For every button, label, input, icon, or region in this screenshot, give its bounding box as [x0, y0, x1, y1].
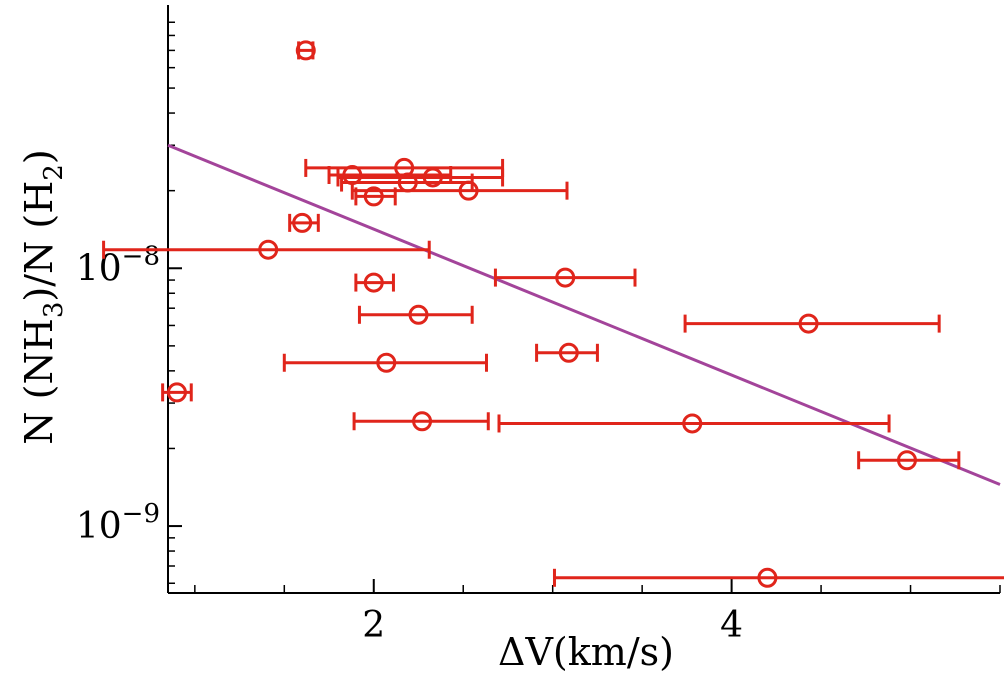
- data-point: [497, 413, 891, 434]
- point-marker: [376, 352, 397, 373]
- point-marker: [412, 411, 433, 432]
- point-marker: [757, 567, 778, 588]
- x-tick-label: 4: [720, 605, 743, 646]
- point-marker: [363, 186, 384, 207]
- point-marker: [363, 272, 384, 293]
- data-point: [336, 167, 505, 188]
- point-marker: [555, 267, 576, 288]
- data-point: [857, 450, 961, 471]
- x-axis-title: ΔV(km/s): [498, 630, 674, 674]
- point-marker: [558, 342, 579, 363]
- data-point: [102, 239, 431, 260]
- data-point: [295, 40, 316, 61]
- point-marker: [295, 40, 316, 61]
- axis-labels-group: ΔV(km/s) N (NH3)/N (H2): [17, 149, 674, 674]
- chart-axes: 2 4 10−8 10−9: [76, 5, 1001, 646]
- data-point: [161, 382, 193, 403]
- y-tick-label: 10−9: [76, 499, 160, 547]
- y-axis-title: N (NH3)/N (H2): [17, 149, 69, 444]
- point-marker: [798, 313, 819, 334]
- point-marker: [896, 450, 917, 471]
- data-point: [493, 267, 637, 288]
- data-points-group: [102, 40, 1004, 588]
- data-point: [354, 272, 395, 293]
- data-point: [350, 180, 569, 201]
- data-point: [288, 212, 320, 233]
- point-marker: [422, 167, 443, 188]
- point-marker: [682, 413, 703, 434]
- point-marker: [166, 382, 187, 403]
- data-point: [357, 304, 474, 325]
- data-point: [535, 342, 599, 363]
- data-point: [352, 411, 490, 432]
- point-marker: [458, 180, 479, 201]
- x-tick-label: 2: [362, 605, 385, 646]
- data-point: [683, 313, 941, 334]
- data-point: [282, 352, 488, 373]
- fit-line: [167, 143, 1001, 486]
- y-tick-label: 10−8: [76, 241, 160, 289]
- fit-line-group: [167, 143, 1001, 486]
- point-marker: [408, 304, 429, 325]
- point-marker: [292, 212, 313, 233]
- point-marker: [258, 239, 279, 260]
- data-point: [354, 186, 397, 207]
- data-point: [552, 567, 1004, 588]
